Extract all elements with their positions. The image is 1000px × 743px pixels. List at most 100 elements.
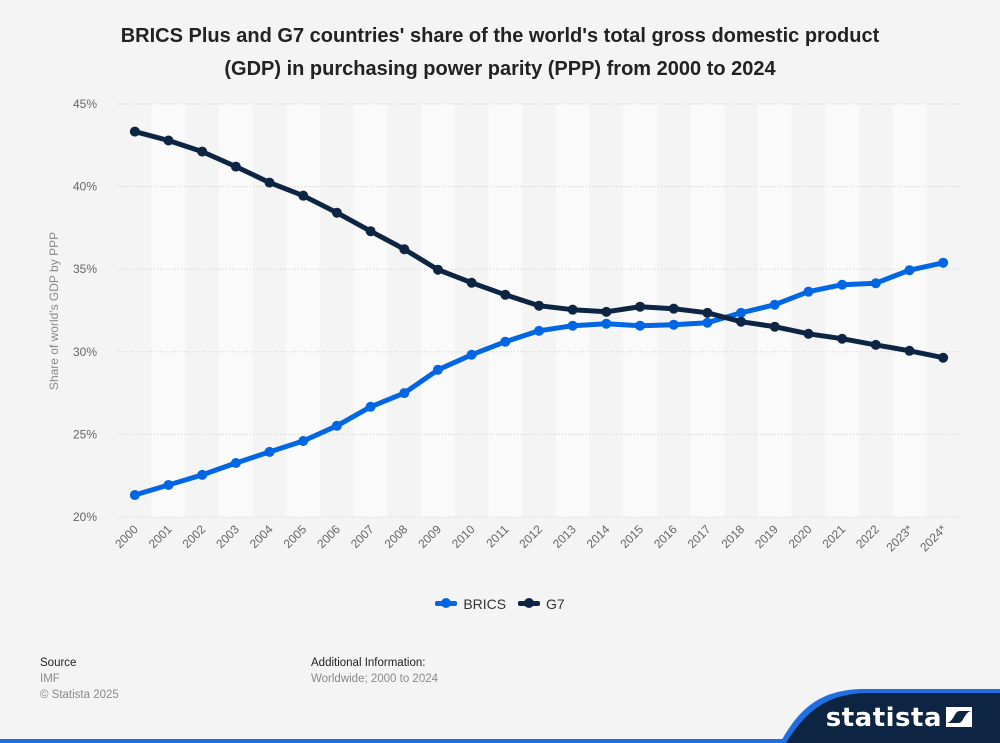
data-point-g7[interactable] [163, 135, 174, 146]
data-point-brics[interactable] [197, 469, 208, 480]
data-point-brics[interactable] [163, 479, 174, 490]
data-point-g7[interactable] [264, 177, 275, 188]
statista-logo-icon [946, 707, 972, 727]
x-tick-label: 2015 [617, 522, 646, 551]
data-point-g7[interactable] [365, 226, 376, 237]
x-tick-label: 2010 [449, 522, 478, 551]
data-point-brics[interactable] [736, 307, 747, 318]
x-tick-label: 2022 [853, 522, 882, 551]
column-band [825, 104, 859, 517]
data-point-g7[interactable] [837, 333, 848, 344]
data-point-g7[interactable] [129, 126, 140, 137]
data-point-brics[interactable] [938, 257, 949, 268]
additional-info-heading: Additional Information: [311, 657, 426, 669]
statista-logo-tab[interactable] [780, 677, 1000, 743]
data-point-g7[interactable] [803, 328, 814, 339]
x-tick-label: 2021 [819, 522, 848, 551]
x-tick-label: 2012 [516, 522, 545, 551]
x-tick-label: 2017 [685, 522, 714, 551]
chart-title-line-2: (GDP) in purchasing power parity (PPP) f… [224, 58, 776, 80]
x-tick-label: 2019 [752, 522, 781, 551]
y-axis-label: Share of world's GDP by PPP [47, 232, 61, 390]
column-band [286, 104, 321, 517]
data-point-brics[interactable] [702, 317, 713, 328]
data-point-brics[interactable] [567, 320, 578, 331]
data-point-g7[interactable] [432, 264, 443, 275]
legend-label-g7: G7 [546, 595, 565, 612]
data-point-brics[interactable] [803, 286, 814, 297]
x-tick-label: 2023* [884, 522, 916, 554]
data-point-g7[interactable] [399, 244, 410, 255]
statista-logo-text: statista [825, 703, 942, 733]
gridlines [118, 103, 960, 518]
copyright: © Statista 2025 [40, 689, 119, 701]
data-point-brics[interactable] [769, 299, 780, 310]
data-point-g7[interactable] [870, 339, 881, 350]
x-tick-label: 2009 [415, 522, 444, 551]
data-point-g7[interactable] [298, 190, 309, 201]
y-tick-label: 35% [73, 262, 97, 276]
y-tick-label: 45% [73, 97, 97, 111]
source-value[interactable]: IMF [40, 673, 60, 685]
series-line-brics [132, 260, 946, 498]
chart-title: BRICS Plus and G7 countries' share of th… [60, 20, 940, 86]
data-point-brics[interactable] [601, 318, 612, 329]
x-tick-label: 2014 [584, 522, 613, 551]
series-g7 [129, 126, 949, 363]
legend-item-brics[interactable]: BRICS [435, 596, 506, 612]
data-point-brics[interactable] [668, 319, 679, 330]
data-point-g7[interactable] [230, 161, 241, 172]
data-point-brics[interactable] [432, 364, 443, 375]
data-point-brics[interactable] [534, 325, 544, 336]
column-band [757, 104, 792, 517]
data-point-brics[interactable] [264, 446, 275, 457]
data-point-brics[interactable] [635, 320, 646, 331]
data-point-brics[interactable] [500, 336, 511, 347]
data-point-brics[interactable] [904, 265, 915, 276]
x-tick-label: 2003 [213, 522, 242, 551]
data-point-g7[interactable] [635, 301, 646, 312]
data-point-g7[interactable] [534, 300, 544, 311]
x-axis-ticks: 2000 2001 2002 2003 2004 2005 2006 2007 2008 2009… [112, 522, 949, 554]
x-tick-label: 2020 [786, 522, 815, 551]
data-point-g7[interactable] [331, 207, 342, 218]
y-tick-label: 30% [73, 345, 97, 359]
data-point-brics[interactable] [129, 490, 140, 501]
data-point-brics[interactable] [365, 401, 376, 412]
column-band [421, 104, 455, 517]
data-point-g7[interactable] [938, 352, 949, 363]
data-point-g7[interactable] [904, 345, 915, 356]
legend-label-brics: BRICS [463, 595, 507, 612]
chart-title-line-1: BRICS Plus and G7 countries' share of th… [120, 25, 880, 47]
data-point-brics[interactable] [837, 279, 848, 290]
data-point-g7[interactable] [601, 306, 612, 317]
data-point-brics[interactable] [331, 420, 342, 431]
data-point-brics[interactable] [298, 436, 309, 447]
series-brics [129, 257, 949, 501]
data-point-brics[interactable] [466, 349, 477, 360]
y-tick-label: 40% [73, 180, 97, 194]
data-point-g7[interactable] [702, 307, 713, 318]
brand-bar [0, 739, 1000, 743]
data-point-g7[interactable] [500, 289, 511, 300]
x-tick-label: 2007 [348, 522, 377, 551]
data-point-brics[interactable] [230, 457, 241, 468]
legend-swatch-g7 [518, 598, 540, 608]
data-point-g7[interactable] [769, 321, 780, 332]
legend-item-g7[interactable]: G7 [518, 596, 565, 612]
data-point-g7[interactable] [668, 303, 679, 314]
x-tick-label: 2008 [382, 522, 411, 551]
additional-info-block: Additional Information: Worldwide; 2000 … [311, 655, 438, 687]
x-tick-label: 2005 [281, 522, 310, 551]
data-point-g7[interactable] [736, 316, 747, 327]
x-tick-label: 2013 [550, 522, 579, 551]
data-point-brics[interactable] [870, 278, 881, 289]
x-tick-label: 2011 [483, 522, 511, 550]
data-point-g7[interactable] [197, 146, 208, 157]
data-point-g7[interactable] [567, 304, 578, 315]
data-point-brics[interactable] [399, 388, 410, 399]
x-tick-label: 2002 [180, 522, 209, 551]
column-band [892, 104, 927, 517]
data-point-g7[interactable] [466, 277, 477, 288]
y-axis-ticks: 20% 25% 30% 35% 40% 45% [73, 97, 97, 524]
